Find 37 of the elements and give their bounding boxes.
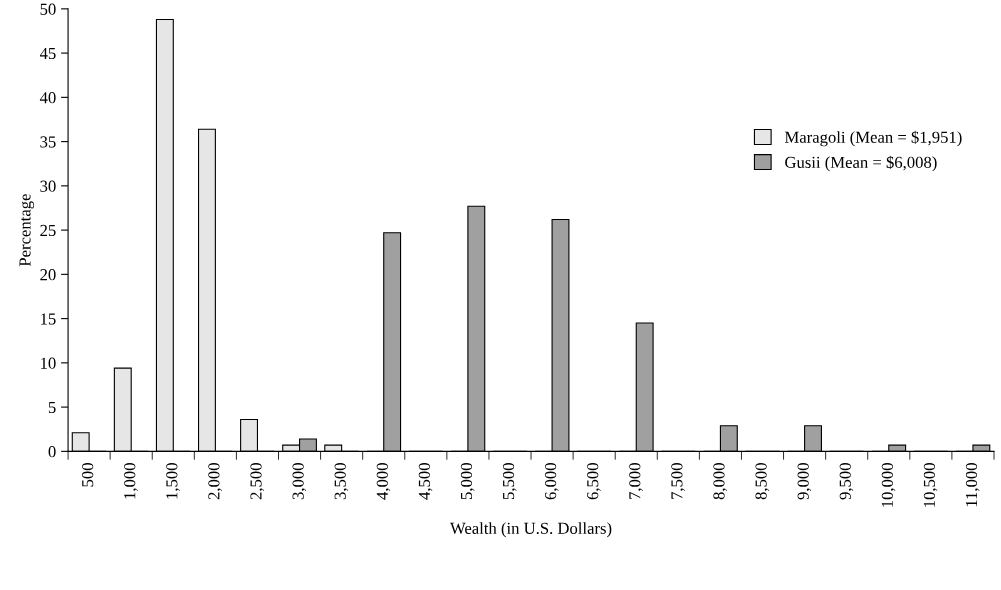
x-axis-title: Wealth (in U.S. Dollars)	[450, 522, 612, 538]
x-tick-label: 3,000	[292, 463, 307, 500]
y-tick-label: 35	[40, 136, 56, 148]
y-tick-label: 0	[48, 446, 56, 458]
x-tick-label: 5,500	[502, 463, 517, 499]
x-tick-label: 7,500	[671, 463, 685, 499]
y-tick-label: 40	[39, 92, 56, 104]
x-tick-label: 10,000	[881, 463, 896, 507]
x-tick-label: 8,500	[755, 463, 770, 500]
x-tick-label: 9,500	[839, 463, 854, 500]
x-tick-label: 7,000	[629, 463, 643, 499]
y-tick-label: 25	[40, 224, 56, 237]
legend-label: Gusii (Mean = $6,008)	[785, 155, 937, 172]
x-tick-label: 6,000	[545, 463, 559, 500]
x-tick-label: 6,500	[587, 463, 601, 500]
y-tick-label: 50	[40, 3, 56, 15]
y-tick-label: 45	[39, 47, 56, 60]
y-tick-label: 15	[41, 313, 56, 325]
x-tick-label: 8,000	[713, 463, 727, 500]
x-tick-label: 2,000	[208, 463, 222, 500]
x-tick-label: 5,000	[460, 463, 475, 499]
y-tick-label: 30	[40, 180, 56, 192]
x-tick-label: 3,500	[334, 463, 349, 500]
x-tick-label: 9,000	[797, 463, 812, 500]
x-tick-label: 1,000	[124, 463, 138, 499]
x-tick-label: 2,500	[250, 463, 265, 500]
legend-label: Maragoli (Mean = $1,951)	[784, 130, 962, 147]
y-tick-label: 5	[48, 401, 56, 414]
x-tick-label: 500	[82, 463, 94, 487]
y-tick-label: 20	[40, 269, 56, 281]
x-tick-label: 1,500	[166, 463, 180, 499]
y-tick-label: 10	[41, 357, 56, 369]
y-axis-title: Percentage	[19, 194, 35, 267]
x-tick-label: 10,500	[923, 463, 938, 507]
x-tick-label: 11,000	[965, 463, 980, 507]
x-tick-label: 4,500	[418, 463, 433, 500]
x-tick-label: 4,000	[376, 463, 391, 500]
